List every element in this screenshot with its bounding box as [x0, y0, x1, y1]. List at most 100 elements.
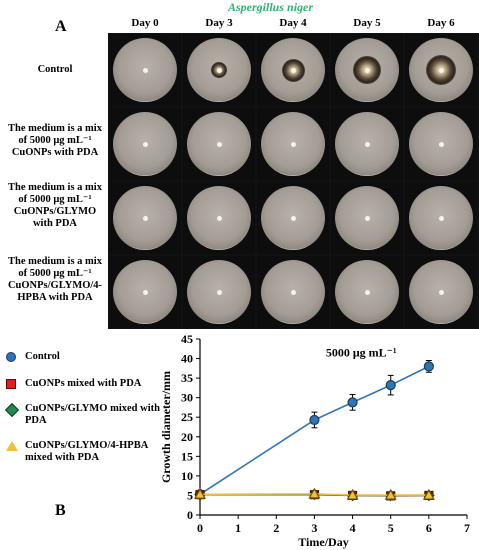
- petri-dish-photo: [109, 108, 181, 180]
- y-tick-label: 40: [181, 352, 193, 366]
- row-label-control: Control: [0, 64, 110, 76]
- petri-dish-photo: [331, 34, 403, 106]
- day-label-0: Day 0: [131, 17, 159, 29]
- petri-dish-photo: [405, 182, 477, 254]
- legend-label: CuONPs/GLYMO/4-HPBA mixed with PDA: [25, 440, 148, 463]
- data-point: [422, 488, 435, 500]
- data-point: [193, 488, 207, 499]
- petri-dish: [113, 112, 177, 176]
- petri-dish: [409, 112, 473, 176]
- y-axis-label: Growth diameter/mm: [159, 371, 173, 483]
- petri-dish: [187, 38, 251, 102]
- inoculation-point: [216, 67, 222, 73]
- petri-dish-photo: [257, 256, 329, 328]
- row-label-line: CuONPs/GLYMO/4-: [7, 280, 103, 291]
- inoculation-point: [364, 67, 370, 73]
- inoculation-point: [290, 141, 296, 147]
- x-tick-label: 1: [235, 521, 241, 535]
- petri-dish-photo-grid: [108, 33, 479, 329]
- species-title: Aspergillus niger: [228, 0, 314, 14]
- petri-dish-photo: [183, 34, 255, 106]
- diamond-marker-icon: [4, 402, 20, 418]
- inoculation-point: [290, 215, 296, 221]
- row-label-line: CuONPs/GLYMO: [13, 206, 97, 217]
- petri-dish: [261, 260, 325, 324]
- y-tick-label: 5: [187, 488, 193, 502]
- data-point: [309, 414, 320, 426]
- petri-dish-photo: [331, 256, 403, 328]
- petri-dish-photo: [405, 256, 477, 328]
- row-label-line: of 5000 μg mL⁻¹: [18, 135, 92, 146]
- triangle-marker-icon: [6, 441, 18, 451]
- y-tick-label: 25: [181, 410, 193, 424]
- row-label-line: The medium is a mix: [8, 182, 102, 193]
- y-tick-label: 10: [181, 469, 193, 483]
- row-label-line: HPBA with PDA: [17, 292, 93, 303]
- y-tick-label: 0: [187, 508, 193, 522]
- inoculation-point: [142, 67, 148, 73]
- chart-title: 5000 μg mL⁻¹: [326, 346, 397, 360]
- row-label-line: CuONPs with PDA: [11, 147, 99, 158]
- legend-label: Control: [25, 351, 60, 362]
- inoculation-point: [216, 215, 222, 221]
- inoculation-point: [142, 141, 148, 147]
- square-marker-icon: [6, 379, 16, 389]
- petri-dish: [261, 186, 325, 250]
- x-tick-label: 4: [350, 521, 356, 535]
- row-label-line: with PDA: [32, 218, 78, 229]
- x-tick-label: 0: [197, 521, 203, 535]
- petri-dish-photo: [331, 182, 403, 254]
- petri-dish-photo: [109, 34, 181, 106]
- x-tick-label: 7: [464, 521, 470, 535]
- x-axis-label: Time/Day: [298, 535, 348, 549]
- inoculation-point: [364, 289, 370, 295]
- petri-dish: [335, 112, 399, 176]
- petri-dish: [113, 186, 177, 250]
- inoculation-point: [216, 141, 222, 147]
- row-label-line: of 5000 μg mL⁻¹: [18, 194, 92, 205]
- petri-dish: [113, 38, 177, 102]
- inoculation-point: [142, 289, 148, 295]
- petri-dish: [187, 186, 251, 250]
- petri-dish-photo: [331, 108, 403, 180]
- y-tick-label: 20: [181, 430, 193, 444]
- row-label-cuonps-glymo-hpba: The medium is a mix of 5000 μg mL⁻¹ CuON…: [0, 256, 110, 304]
- petri-dish: [409, 260, 473, 324]
- petri-dish-photo: [257, 108, 329, 180]
- petri-dish: [335, 38, 399, 102]
- y-tick-label: 30: [181, 391, 193, 405]
- day-label-6: Day 6: [427, 17, 455, 29]
- petri-dish-photo: [109, 182, 181, 254]
- inoculation-point: [438, 141, 444, 147]
- petri-dish: [335, 260, 399, 324]
- data-point: [423, 361, 434, 372]
- petri-dish-photo: [257, 182, 329, 254]
- inoculation-point: [290, 289, 296, 295]
- petri-dish: [261, 38, 325, 102]
- circle-marker-icon: [6, 352, 16, 362]
- inoculation-point: [364, 141, 370, 147]
- petri-dish-photo: [183, 256, 255, 328]
- y-tick-label: 15: [181, 449, 193, 463]
- petri-dish: [261, 112, 325, 176]
- panel-b-label: B: [55, 502, 66, 519]
- x-tick-label: 6: [426, 521, 432, 535]
- data-point: [384, 488, 397, 500]
- row-label-cuonps: The medium is a mix of 5000 μg mL⁻¹ CuON…: [0, 123, 110, 159]
- inoculation-point: [290, 67, 296, 73]
- x-tick-label: 3: [311, 521, 317, 535]
- petri-dish-photo: [405, 34, 477, 106]
- row-label-line: of 5000 μg mL⁻¹: [18, 268, 92, 279]
- legend-label: CuONPs/GLYMO mixed with PDA: [25, 403, 160, 426]
- row-label-cuonps-glymo: The medium is a mix of 5000 μg mL⁻¹ CuON…: [0, 182, 110, 230]
- chart-legend: Control CuONPs mixed with PDA CuONPs/GLY…: [0, 345, 175, 465]
- petri-dish-photo: [183, 108, 255, 180]
- data-point: [347, 397, 358, 408]
- x-tick-label: 2: [273, 521, 279, 535]
- inoculation-point: [216, 289, 222, 295]
- inoculation-point: [364, 215, 370, 221]
- day-label-3: Day 3: [205, 17, 233, 29]
- inoculation-point: [142, 215, 148, 221]
- legend-label: CuONPs mixed with PDA: [25, 378, 142, 389]
- x-tick-label: 5: [388, 521, 394, 535]
